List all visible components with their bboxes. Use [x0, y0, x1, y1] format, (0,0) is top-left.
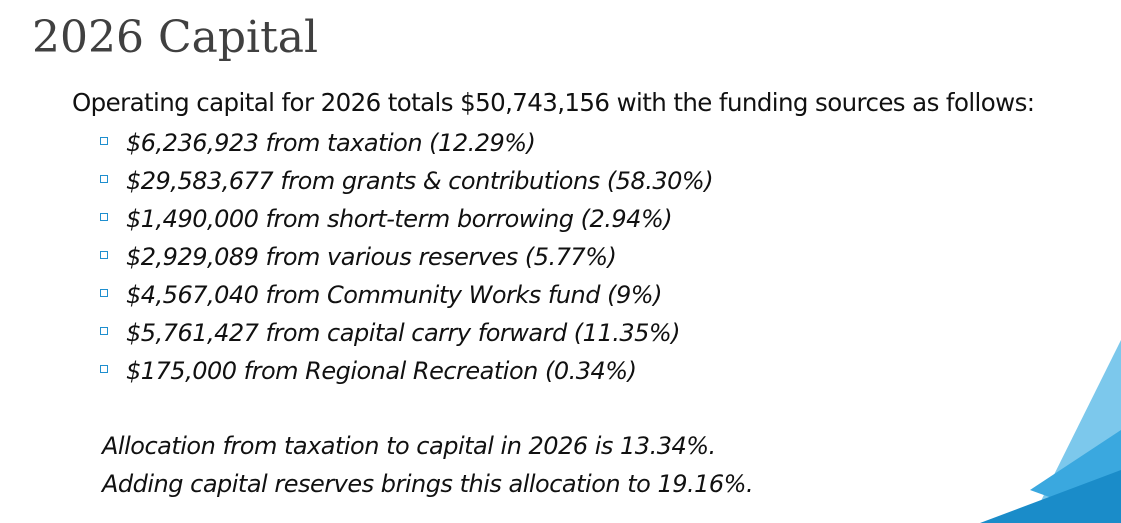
- funding-item: $4,567,040 from Community Works fund (9%…: [100, 278, 713, 316]
- funding-item: $29,583,677 from grants & contributions …: [100, 164, 714, 202]
- funding-item: $2,929,089 from various reserves (5.77%): [100, 240, 713, 278]
- slide-title: 2026 Capital: [32, 12, 319, 63]
- funding-list: $6,236,923 from taxation (12.29%) $29,583…: [100, 126, 714, 392]
- shape: [1030, 340, 1121, 523]
- funding-item: $175,000 from Regional Recreation (0.34%…: [100, 354, 713, 392]
- note: Allocation from taxation to capital in 2…: [102, 432, 716, 460]
- note: Adding capital reserves brings this allo…: [102, 470, 754, 498]
- intro-text: Operating capital for 2026 totals $50,74…: [72, 88, 1035, 117]
- funding-item: $6,236,923 from taxation (12.29%): [100, 126, 713, 164]
- shape: [980, 470, 1121, 523]
- funding-item: $5,761,427 from capital carry forward (1…: [100, 316, 713, 354]
- shape: [1030, 430, 1121, 523]
- funding-item: $1,490,000 from short-term borrowing (2.…: [100, 202, 713, 240]
